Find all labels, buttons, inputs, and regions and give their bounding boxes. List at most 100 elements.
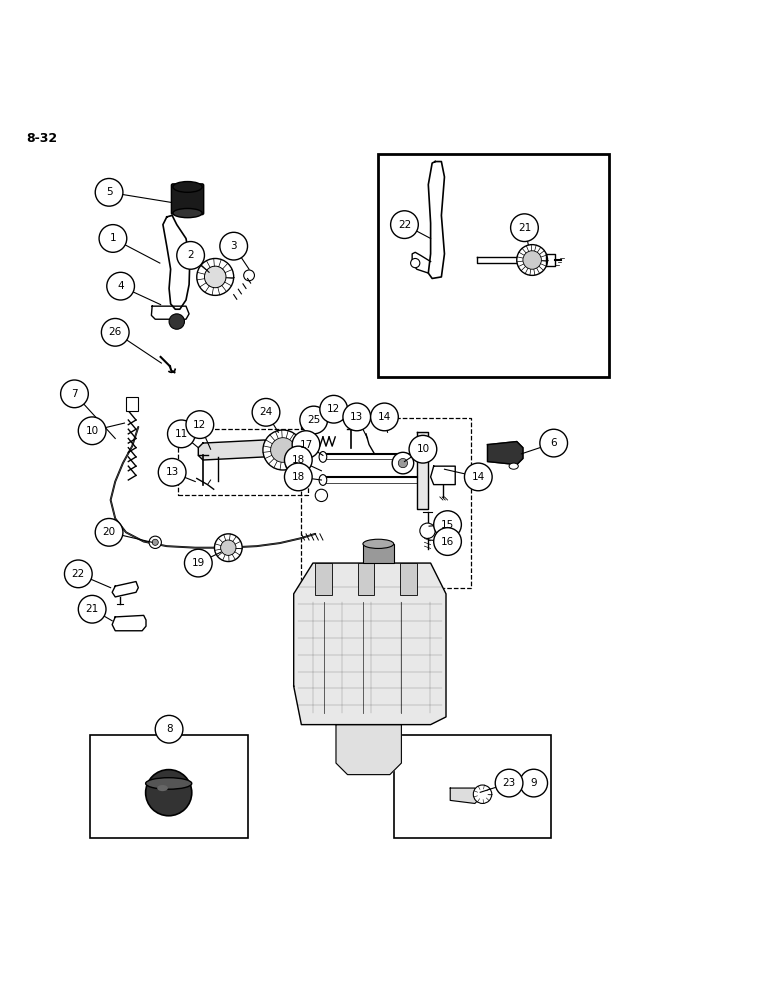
Circle shape <box>101 318 129 346</box>
Circle shape <box>158 458 186 486</box>
Circle shape <box>205 266 226 288</box>
Text: 3: 3 <box>230 241 237 251</box>
Polygon shape <box>450 788 478 803</box>
Circle shape <box>185 549 212 577</box>
Text: 8-32: 8-32 <box>26 132 57 145</box>
Circle shape <box>155 715 183 743</box>
Circle shape <box>65 560 92 588</box>
Circle shape <box>169 314 185 329</box>
Bar <box>126 397 138 411</box>
Bar <box>400 563 417 595</box>
Circle shape <box>434 528 462 555</box>
Text: 18: 18 <box>292 455 305 465</box>
Ellipse shape <box>319 452 327 462</box>
Circle shape <box>186 411 214 438</box>
Text: 22: 22 <box>398 220 411 230</box>
Text: 1: 1 <box>110 233 117 243</box>
Text: 22: 22 <box>72 569 85 579</box>
Bar <box>394 735 551 838</box>
Circle shape <box>516 245 547 275</box>
Text: 6: 6 <box>550 438 557 448</box>
Text: 26: 26 <box>109 327 122 337</box>
Text: 13: 13 <box>165 467 179 477</box>
Text: 23: 23 <box>503 778 516 788</box>
Circle shape <box>168 420 195 448</box>
Circle shape <box>95 178 123 206</box>
Circle shape <box>61 380 88 408</box>
Polygon shape <box>112 615 146 631</box>
Text: 25: 25 <box>307 415 320 425</box>
Ellipse shape <box>173 208 202 218</box>
Polygon shape <box>477 257 518 263</box>
Circle shape <box>284 446 312 474</box>
Text: 13: 13 <box>350 412 364 422</box>
Polygon shape <box>163 215 190 309</box>
Bar <box>90 735 248 838</box>
Text: 5: 5 <box>106 187 113 197</box>
Circle shape <box>495 769 523 797</box>
Circle shape <box>78 417 106 445</box>
Circle shape <box>371 403 398 431</box>
Circle shape <box>315 489 327 502</box>
Circle shape <box>152 539 158 545</box>
Circle shape <box>520 769 547 797</box>
Ellipse shape <box>509 463 518 469</box>
Circle shape <box>523 251 541 269</box>
Circle shape <box>271 438 295 462</box>
Bar <box>301 418 471 588</box>
Text: 17: 17 <box>300 440 313 450</box>
Text: 10: 10 <box>86 426 99 436</box>
Circle shape <box>465 463 493 491</box>
Bar <box>315 563 332 595</box>
Circle shape <box>177 242 205 269</box>
Ellipse shape <box>157 785 168 791</box>
Circle shape <box>146 770 191 816</box>
Circle shape <box>409 435 437 463</box>
Circle shape <box>300 406 327 434</box>
Polygon shape <box>428 162 445 278</box>
Text: 21: 21 <box>518 223 531 233</box>
Circle shape <box>78 595 106 623</box>
Circle shape <box>420 523 435 538</box>
Text: 21: 21 <box>86 604 99 614</box>
Text: 7: 7 <box>71 389 78 399</box>
Polygon shape <box>412 252 431 273</box>
Text: 2: 2 <box>188 250 194 260</box>
Circle shape <box>220 232 248 260</box>
Circle shape <box>411 258 420 268</box>
Polygon shape <box>151 306 189 319</box>
Text: 12: 12 <box>193 420 206 430</box>
Text: 20: 20 <box>103 527 116 537</box>
Text: 8: 8 <box>166 724 172 734</box>
Circle shape <box>99 225 127 252</box>
Circle shape <box>197 258 234 295</box>
Text: 15: 15 <box>441 520 454 530</box>
Ellipse shape <box>146 778 191 789</box>
Circle shape <box>149 536 161 548</box>
Circle shape <box>473 785 492 803</box>
Bar <box>357 563 374 595</box>
Circle shape <box>252 398 279 426</box>
Polygon shape <box>198 440 269 460</box>
Polygon shape <box>417 432 428 509</box>
Circle shape <box>215 534 242 562</box>
Circle shape <box>398 458 408 468</box>
Circle shape <box>391 211 418 238</box>
Text: 24: 24 <box>259 407 273 417</box>
Bar <box>363 544 394 563</box>
Circle shape <box>292 431 320 458</box>
Text: 12: 12 <box>327 404 340 414</box>
Text: 14: 14 <box>378 412 391 422</box>
Circle shape <box>263 430 303 470</box>
Bar <box>178 429 307 495</box>
Text: 14: 14 <box>472 472 485 482</box>
Text: 19: 19 <box>191 558 205 568</box>
Text: 16: 16 <box>441 537 454 547</box>
Polygon shape <box>488 442 523 465</box>
Circle shape <box>320 395 347 423</box>
Polygon shape <box>336 725 401 775</box>
Text: 11: 11 <box>174 429 188 439</box>
Text: 4: 4 <box>117 281 124 291</box>
Circle shape <box>434 511 462 538</box>
Circle shape <box>284 463 312 491</box>
